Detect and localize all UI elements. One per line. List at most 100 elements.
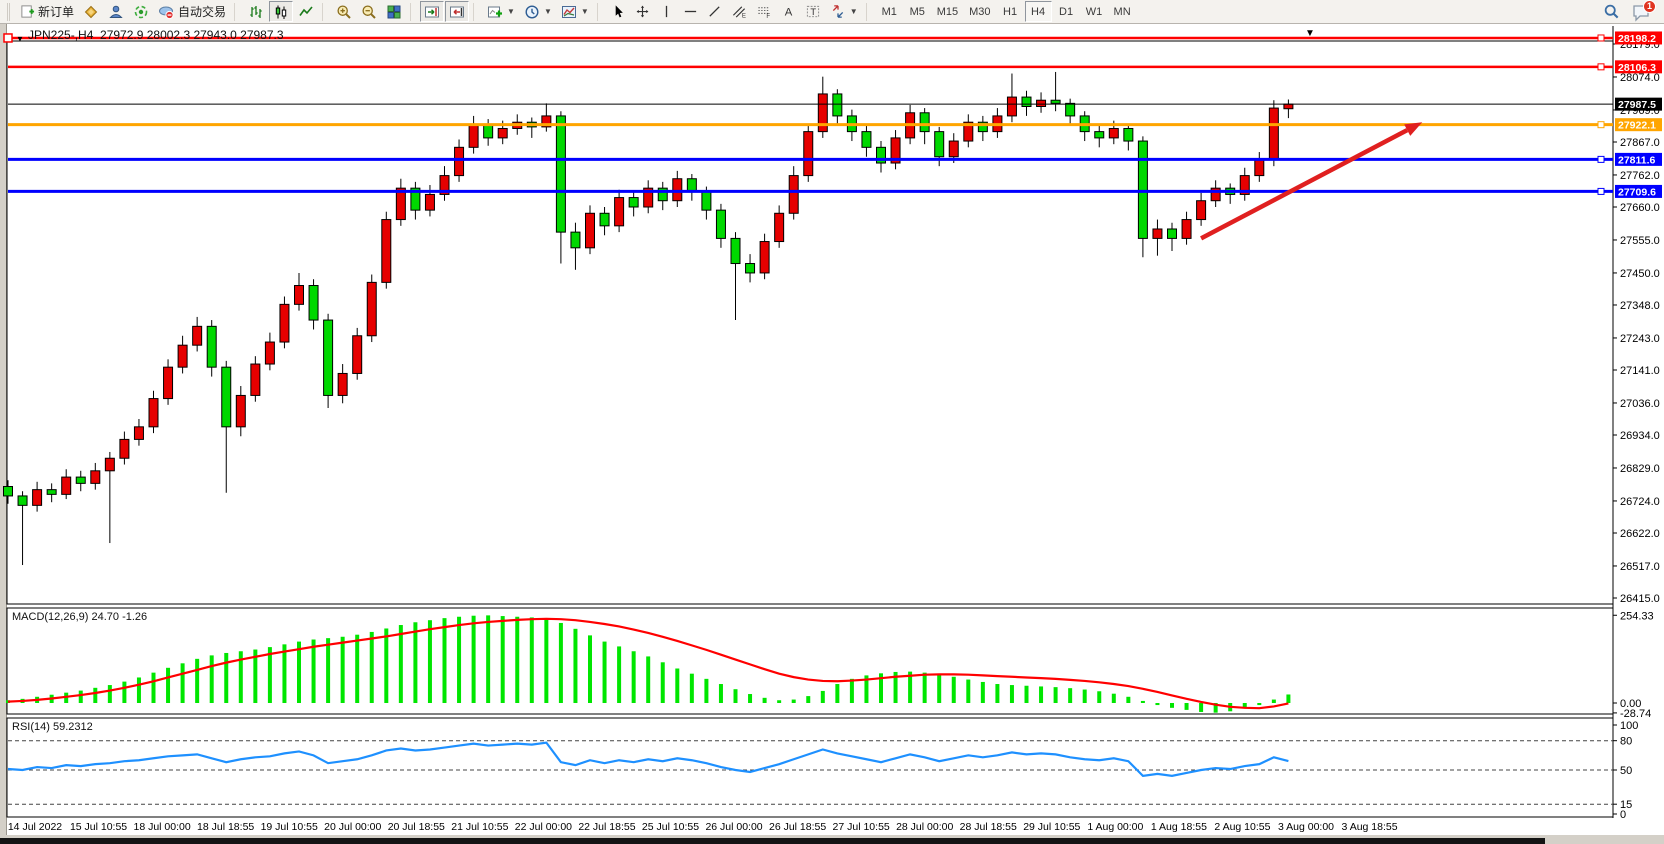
- chart-shift-button[interactable]: [445, 1, 470, 22]
- chart-background: [0, 24, 1664, 844]
- candle-down: [570, 231, 581, 249]
- macd-histogram-bar: [253, 649, 258, 703]
- macd-histogram-bar: [1111, 693, 1116, 703]
- timeframe-button-m5[interactable]: M5: [909, 5, 925, 18]
- macd-histogram-bar: [500, 616, 505, 703]
- timeframe-button-w1[interactable]: W1: [1085, 5, 1103, 18]
- text-tool-button[interactable]: A: [777, 1, 800, 22]
- svg-text:E: E: [742, 13, 746, 19]
- horizontal-line-tool-button[interactable]: [679, 1, 702, 22]
- candlestick-chart-button[interactable]: [269, 1, 294, 22]
- hline-handle[interactable]: [1597, 121, 1605, 129]
- crosshair-tool-button[interactable]: [631, 1, 654, 22]
- zoom-in-button[interactable]: [332, 1, 356, 22]
- macd-histogram-bar: [529, 617, 534, 703]
- macd-histogram-bar: [922, 672, 927, 703]
- time-axis-label: 14 Jul 2022: [8, 821, 62, 833]
- auto-scroll-icon: [425, 6, 440, 17]
- macd-histogram-bar: [733, 689, 738, 703]
- candle-down: [745, 263, 756, 274]
- toolbar-grip: [7, 2, 12, 21]
- cursor-tool-button[interactable]: [607, 1, 630, 22]
- timeframe-button-h1[interactable]: H1: [1003, 5, 1018, 18]
- signal-button[interactable]: [129, 1, 153, 22]
- dropdown-arrow-icon: ▼: [507, 7, 515, 16]
- main-toolbar: 新订单 自动交易: [0, 0, 1664, 24]
- time-axis-label: 20 Jul 18:55: [388, 821, 445, 833]
- time-axis-label: 20 Jul 00:00: [324, 821, 381, 833]
- zoom-out-button[interactable]: [357, 1, 381, 22]
- candle-down: [686, 178, 697, 192]
- rsi-tick-label: 15: [1620, 799, 1632, 811]
- fibonacci-tool-button[interactable]: F: [752, 1, 776, 22]
- market-watch-button[interactable]: [79, 1, 103, 22]
- time-axis-label: 1 Aug 00:00: [1087, 821, 1143, 833]
- candle-up: [1239, 175, 1250, 195]
- price-tick-label: 26415.0: [1620, 593, 1660, 605]
- macd-histogram-bar: [78, 690, 83, 703]
- price-badge-label: 27709.6: [1618, 186, 1656, 198]
- tile-windows-icon: [387, 5, 401, 18]
- candle-down: [977, 121, 988, 133]
- auto-trading-button[interactable]: 自动交易: [154, 1, 230, 22]
- macd-values: 24.70 -1.26: [91, 611, 148, 623]
- macd-histogram-bar: [384, 628, 389, 703]
- auto-scroll-button[interactable]: [420, 1, 445, 22]
- candle-down: [17, 495, 28, 506]
- hline-handle[interactable]: [1597, 34, 1605, 42]
- dropdown-arrow-icon: ▼: [580, 7, 589, 16]
- macd-histogram-bar: [427, 620, 432, 703]
- data-window-button[interactable]: [104, 1, 128, 22]
- hline-handle[interactable]: [1597, 187, 1605, 195]
- tile-windows-button[interactable]: [382, 1, 406, 22]
- hline-anchor-handle[interactable]: [3, 33, 13, 43]
- arrows-tool-button[interactable]: ▼: [826, 1, 862, 22]
- candle-up: [235, 394, 246, 428]
- macd-histogram-bar: [282, 644, 287, 703]
- timeframe-button-d1[interactable]: D1: [1059, 5, 1074, 18]
- candle-up: [541, 115, 552, 128]
- text-label-tool-button[interactable]: T: [801, 1, 825, 22]
- search-button[interactable]: [1599, 1, 1624, 22]
- candle-up: [90, 470, 101, 484]
- macd-histogram-bar: [1199, 703, 1204, 712]
- vertical-line-tool-button[interactable]: [655, 1, 678, 22]
- add-indicator-button[interactable]: ▼: [483, 1, 519, 22]
- notifications-button[interactable]: 1: [1630, 0, 1656, 23]
- macd-histogram-bar: [136, 677, 141, 703]
- macd-histogram-bar: [1009, 685, 1014, 703]
- macd-histogram-bar: [806, 696, 811, 703]
- macd-histogram-bar: [980, 681, 985, 703]
- macd-histogram-bar: [122, 681, 127, 703]
- macd-histogram-bar: [1184, 703, 1189, 710]
- time-axis-label: 2 Aug 10:55: [1214, 821, 1270, 833]
- timeframe-button-h4[interactable]: H4: [1024, 1, 1052, 22]
- trendline-tool-button[interactable]: [703, 1, 726, 22]
- trend-arrow-head[interactable]: [1404, 122, 1423, 136]
- object-marker-icon: ▼: [16, 34, 24, 43]
- templates-button[interactable]: ▼: [557, 1, 593, 22]
- macd-histogram-bar: [588, 635, 592, 703]
- timeframe-button-m15[interactable]: M15: [936, 5, 959, 18]
- timeframe-button-mn[interactable]: MN: [1113, 5, 1131, 18]
- hline-handle[interactable]: [1597, 63, 1605, 71]
- channel-tool-button[interactable]: E: [727, 1, 751, 22]
- candle-down: [832, 93, 843, 117]
- timeframe-button-m1[interactable]: M1: [881, 5, 897, 18]
- macd-histogram-bar: [704, 678, 709, 703]
- macd-histogram-bar: [471, 615, 476, 703]
- timeframe-button-m30[interactable]: M30: [969, 5, 991, 18]
- bar-chart-button[interactable]: [244, 1, 268, 22]
- rsi-name: RSI(14): [12, 721, 50, 733]
- line-chart-button[interactable]: [294, 1, 318, 22]
- new-order-button[interactable]: 新订单: [16, 1, 78, 22]
- svg-text:F: F: [766, 13, 770, 19]
- candle-down: [1094, 131, 1105, 139]
- trend-arrow-line[interactable]: [1200, 128, 1409, 241]
- macd-histogram-bar: [951, 676, 956, 703]
- rsi-tick-label: 80: [1620, 736, 1632, 748]
- periods-button[interactable]: ▼: [520, 1, 556, 22]
- candle-down: [599, 212, 610, 227]
- hline-handle[interactable]: [1597, 155, 1605, 163]
